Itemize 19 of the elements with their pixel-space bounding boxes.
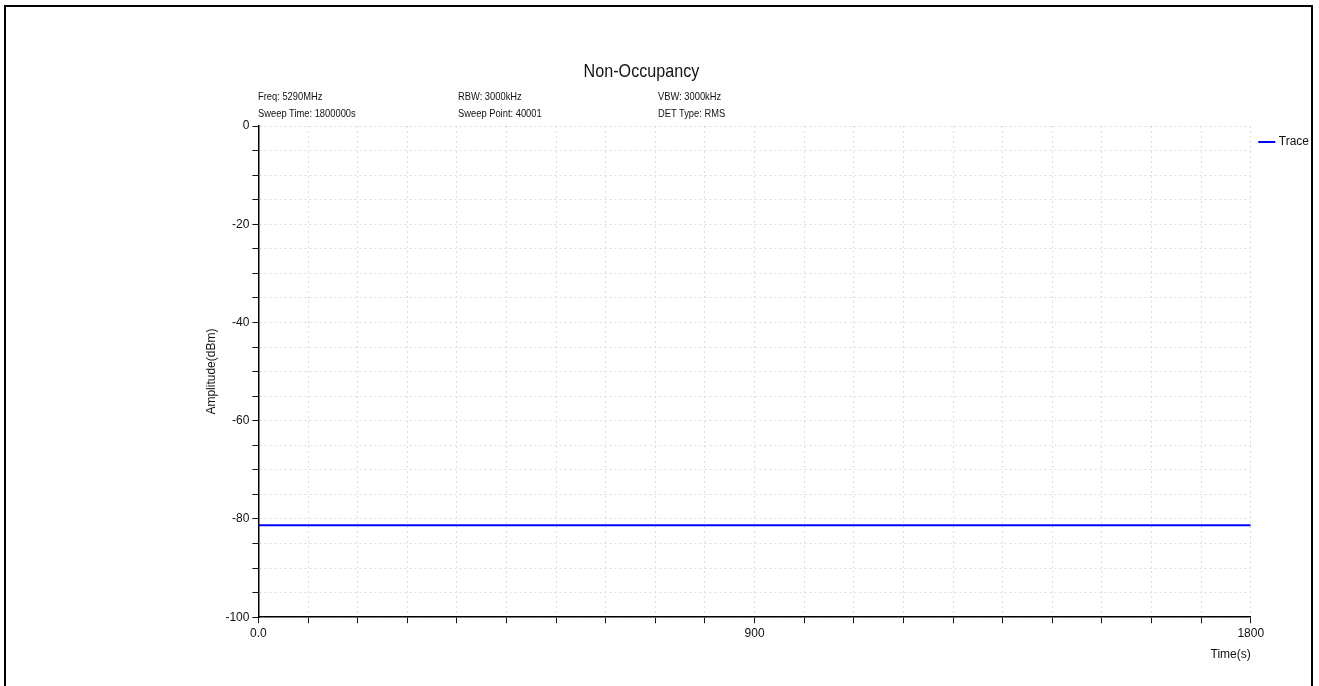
legend-label: Trace — [1278, 134, 1310, 149]
x-tick-label: 1800 — [1237, 625, 1265, 640]
text: DET Type: RMS — [658, 107, 727, 121]
text: Freq: 5290MHz — [258, 90, 324, 104]
y-tick-label: -20 — [232, 216, 250, 231]
chart-title: Non-Occupancy — [582, 60, 701, 82]
y-tick-label: -60 — [232, 413, 250, 428]
text: Sweep Time: 1800000s — [258, 107, 357, 121]
y-tick-label: 0 — [242, 118, 250, 133]
y-tick-label: -80 — [232, 511, 250, 526]
y-axis-title: Amplitude(dBm) — [203, 328, 218, 415]
x-tick-label: 900 — [744, 625, 765, 640]
x-axis-title: Time(s) — [1210, 647, 1251, 662]
x-tick-label: 0.0 — [250, 625, 268, 640]
y-tick-label: -40 — [232, 314, 250, 329]
text: RBW: 3000kHz — [458, 90, 523, 104]
text: Sweep Point: 40001 — [458, 107, 543, 121]
y-tick-label: -100 — [225, 609, 250, 624]
text: VBW: 3000kHz — [658, 90, 723, 104]
